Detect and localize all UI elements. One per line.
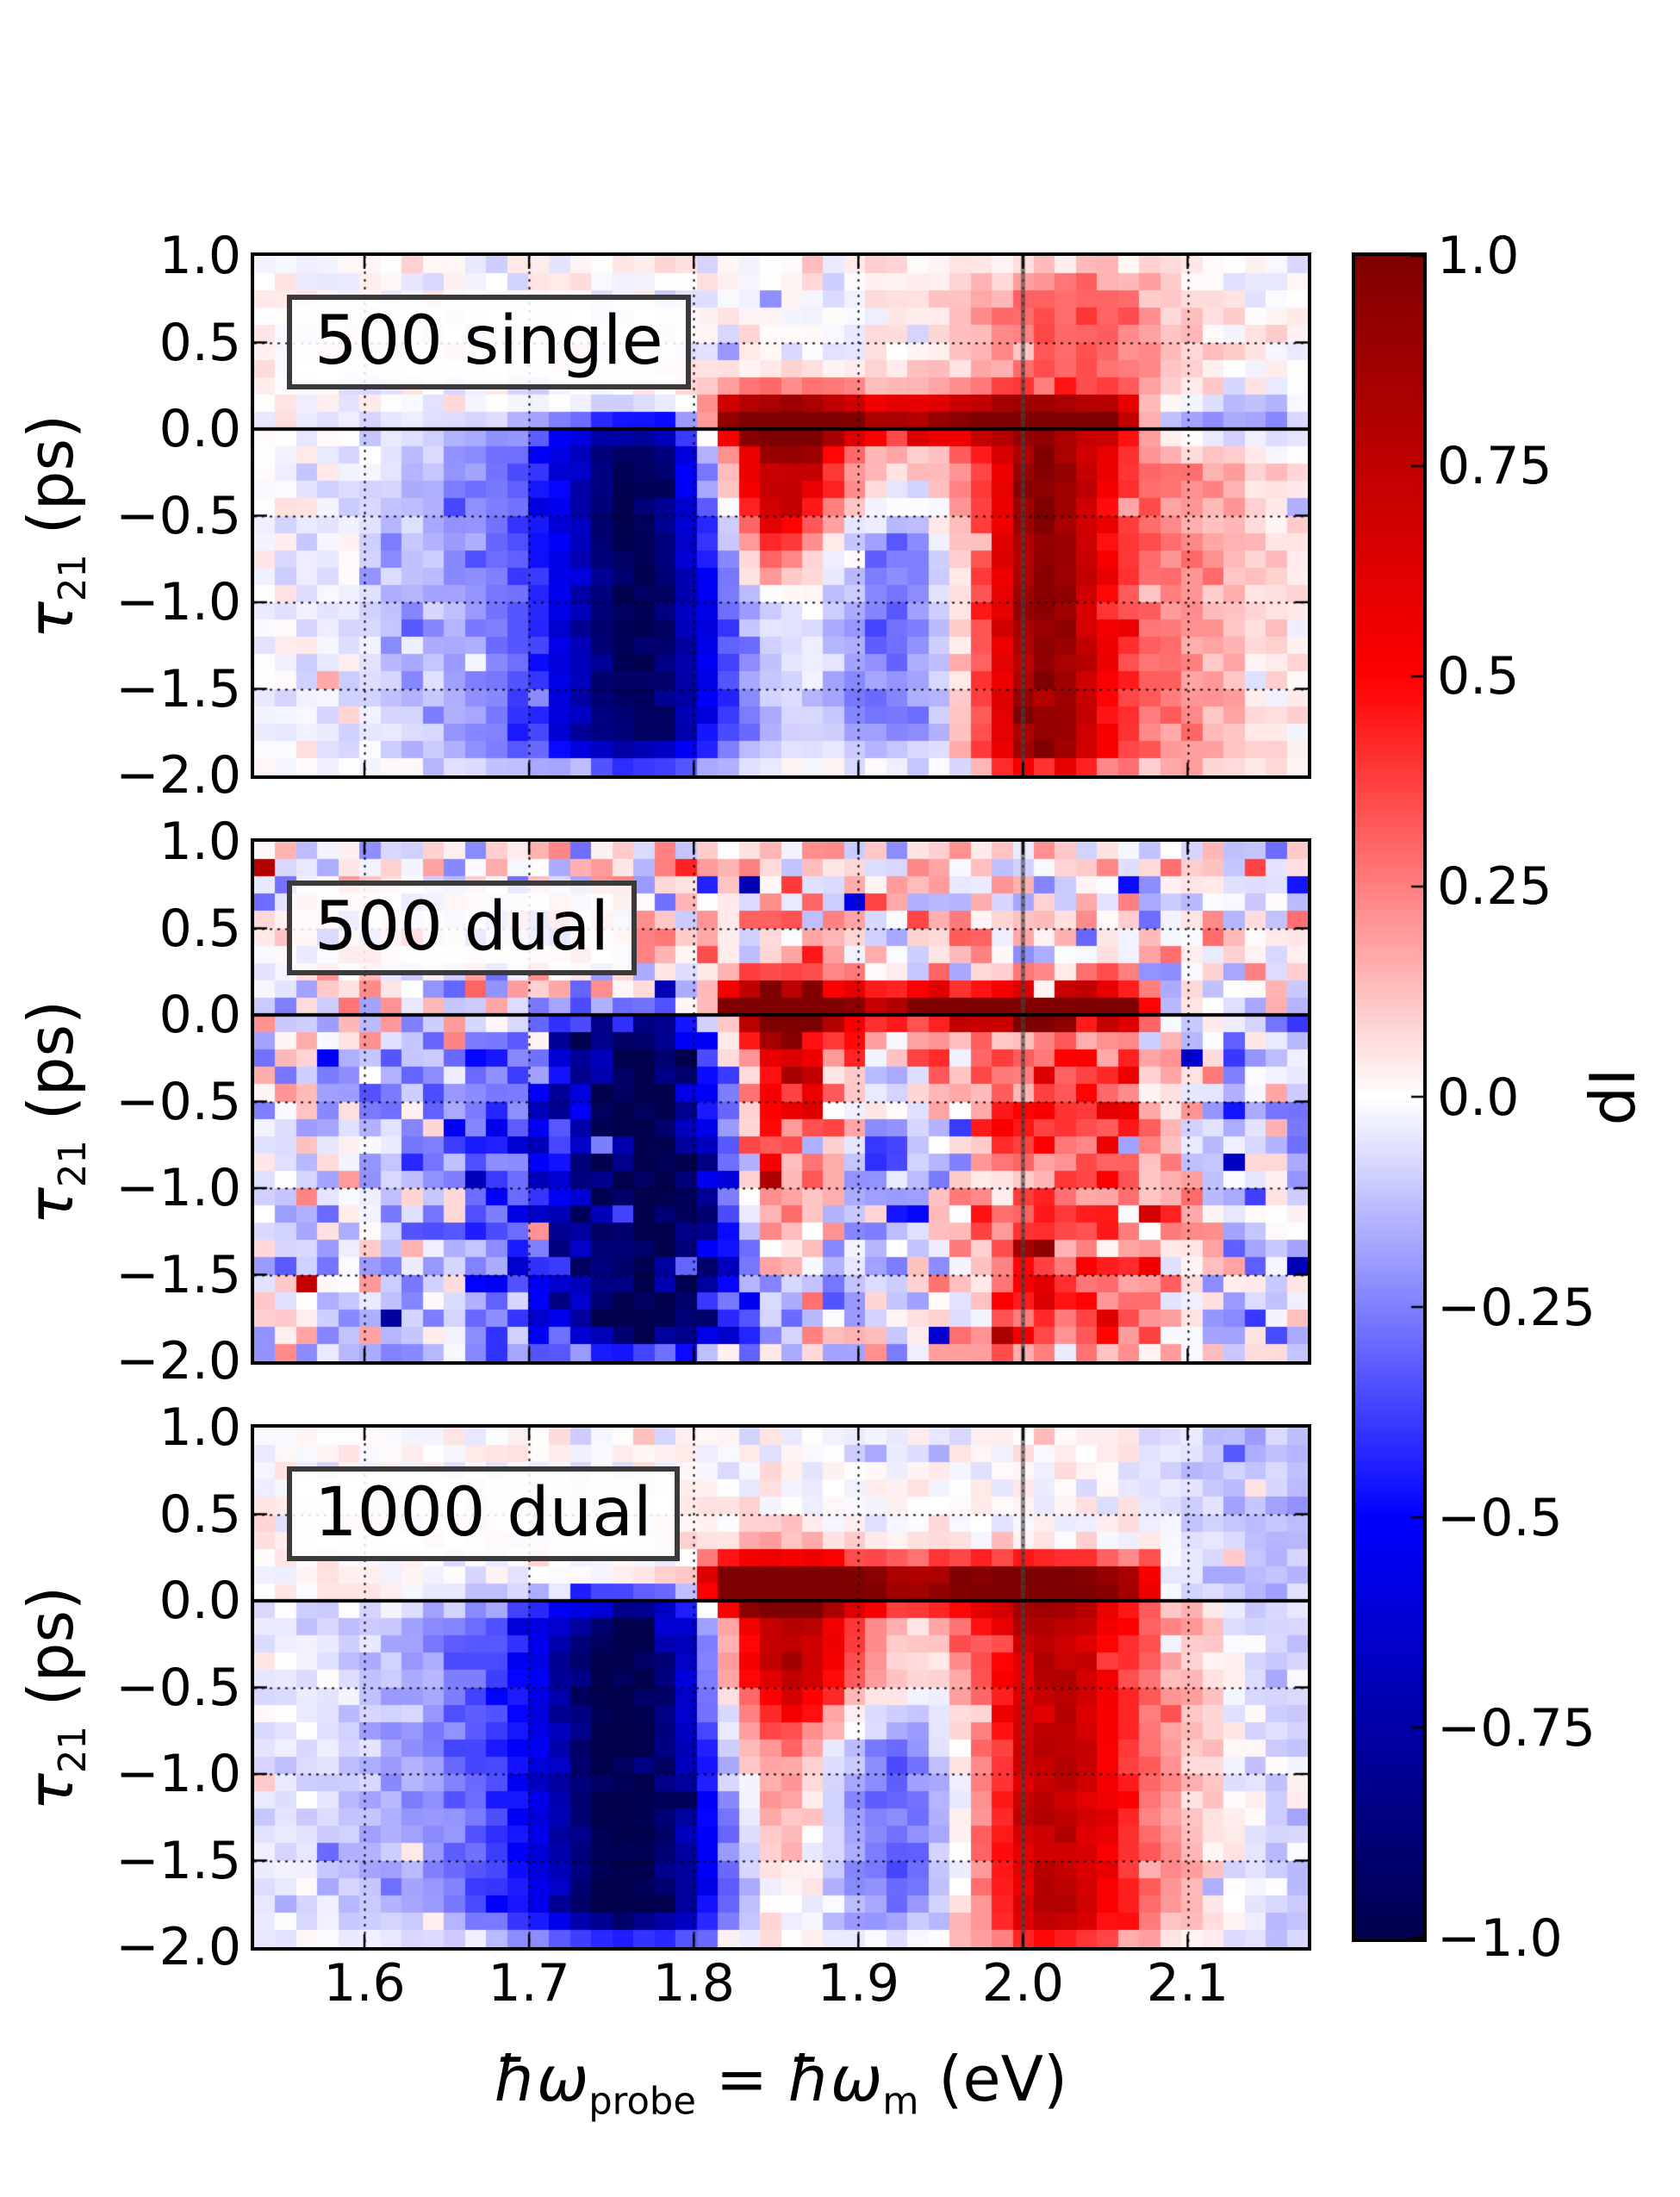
y-tick-label: 0.0 <box>159 1571 241 1631</box>
probe-subscript: probe <box>588 2080 696 2124</box>
m-subscript: m <box>882 2080 919 2124</box>
panel-annotation-1000-dual: 1000 dual <box>287 1466 680 1561</box>
y-tick-label: −1.0 <box>115 1158 241 1218</box>
y-tick-label: −0.5 <box>115 1071 241 1132</box>
colorbar-tick-label: −0.75 <box>1437 1697 1596 1758</box>
y-tick-label: −2.0 <box>115 1917 241 1977</box>
x-tick-label: 1.6 <box>323 1953 406 2013</box>
panel-annotation-text: 1000 dual <box>314 1474 652 1552</box>
y-tick-label: 0.0 <box>159 985 241 1045</box>
y-tick-label: −0.5 <box>115 1657 241 1718</box>
panel-annotation-500-single: 500 single <box>287 295 691 389</box>
x-tick-label: 1.7 <box>488 1953 570 2013</box>
y-tick-label: 1.0 <box>159 1397 241 1458</box>
y-tick-label: 0.0 <box>159 399 241 459</box>
hbar-omega-1: ħω <box>493 2043 589 2115</box>
colorbar-gradient <box>1355 256 1423 1939</box>
y-tick-label: −0.5 <box>115 485 241 546</box>
y-tick-label: −1.0 <box>115 572 241 632</box>
colorbar-tick-label: −0.5 <box>1437 1487 1563 1548</box>
y-tick-label: −1.0 <box>115 1744 241 1804</box>
panel-annotation-500-dual: 500 dual <box>287 881 638 975</box>
colorbar-frame <box>1352 252 1427 1942</box>
panel-annotation-text: 500 dual <box>314 888 610 966</box>
x-tick-label: 1.8 <box>652 1953 735 2013</box>
x-tick-label: 2.0 <box>981 1953 1065 2013</box>
y-tick-label: −1.5 <box>115 1830 241 1891</box>
x-unit: (eV) <box>918 2043 1068 2115</box>
colorbar-tick-label: 0.25 <box>1437 856 1552 918</box>
panel-500-dual <box>251 838 1311 1365</box>
hbar-omega-2: ħω <box>787 2043 883 2115</box>
colorbar-label-text: dI <box>1577 1067 1649 1126</box>
x-tick-label: 1.9 <box>817 1953 900 2013</box>
y-tick-label: 0.5 <box>159 1484 241 1545</box>
equals-sign: = <box>695 2043 788 2115</box>
colorbar-label: dI <box>1565 924 1660 1269</box>
y-tick-label: 1.0 <box>159 812 241 872</box>
y-tick-label: 0.5 <box>159 898 241 959</box>
y-tick-label: 0.5 <box>159 312 241 373</box>
colorbar-tick-label: 0.0 <box>1437 1067 1520 1128</box>
y-tick-label: 1.0 <box>159 226 241 286</box>
panel-annotation-text: 500 single <box>314 302 663 380</box>
colorbar-tick-label: −0.25 <box>1437 1277 1596 1338</box>
colorbar-tick-label: 0.5 <box>1437 646 1520 707</box>
y-tick-label: −2.0 <box>115 745 241 806</box>
colorbar-tick-label: 1.0 <box>1437 226 1520 286</box>
colorbar-tick-label: 0.75 <box>1437 436 1552 497</box>
y-tick-label: −2.0 <box>115 1331 241 1391</box>
colorbar-tick-label: −1.0 <box>1437 1908 1563 1969</box>
y-tick-label: −1.5 <box>115 658 241 719</box>
x-tick-label: 2.1 <box>1146 1953 1229 2013</box>
y-tick-label: −1.5 <box>115 1244 241 1305</box>
x-axis-label: ħωprobe = ħωm (eV) <box>264 2032 1297 2149</box>
